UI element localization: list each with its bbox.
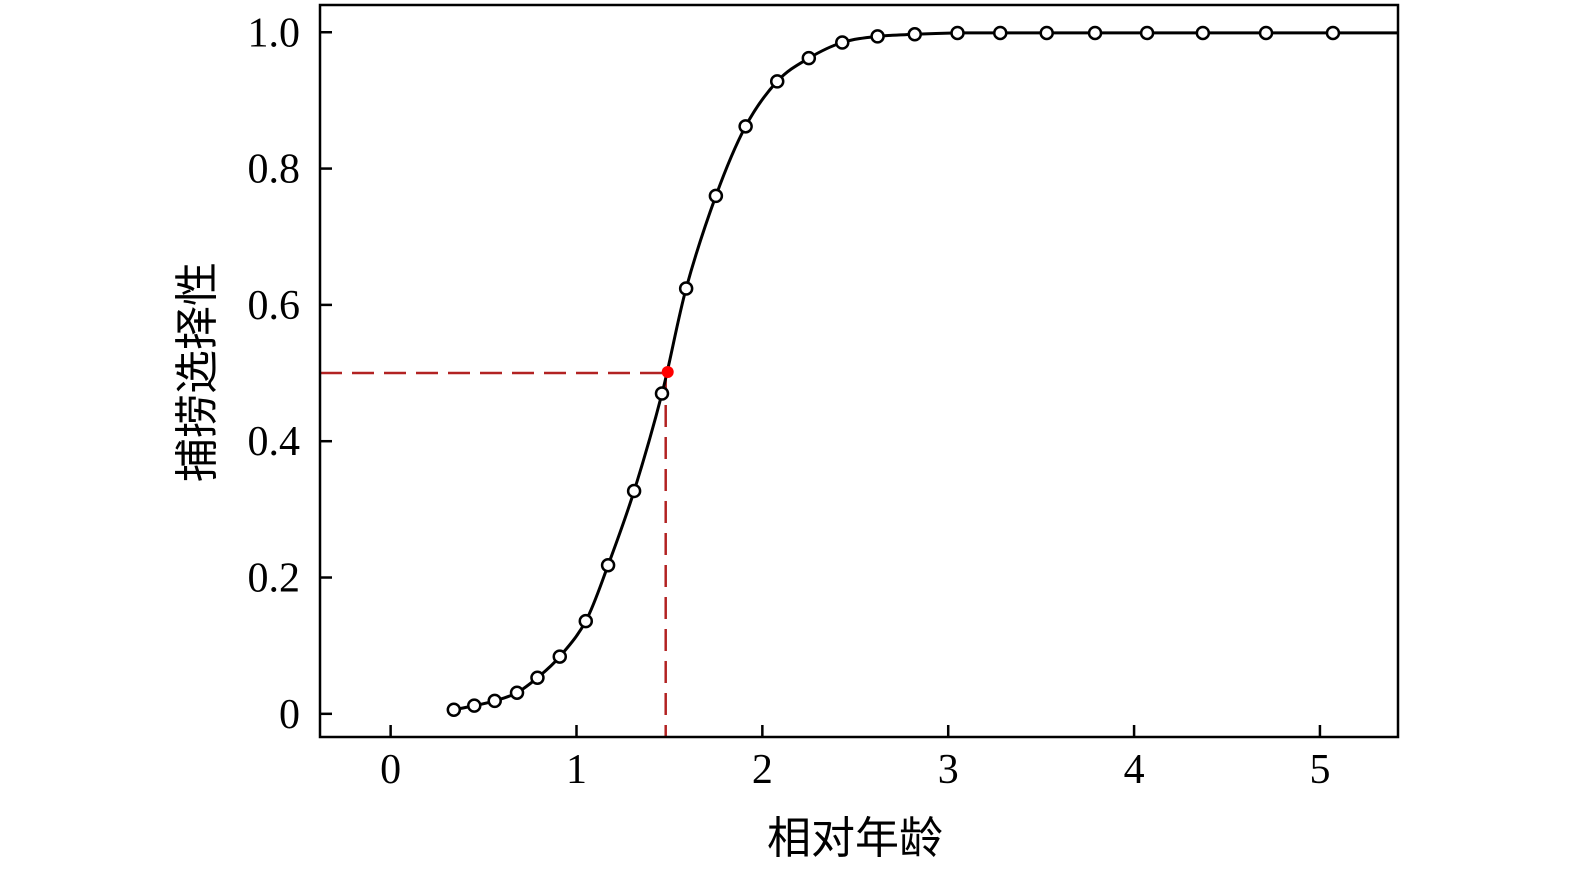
median-point bbox=[661, 366, 674, 379]
data-point bbox=[467, 698, 482, 713]
data-point bbox=[578, 613, 594, 629]
data-point bbox=[1087, 25, 1103, 41]
axes-layer bbox=[318, 3, 1400, 739]
annotation-layer bbox=[320, 371, 667, 737]
x-axis-title: 相对年龄 bbox=[767, 813, 943, 864]
labels-layer: 0 1 2 3 4 5 0 0.2 0.4 0.6 0.8 1.0 相对年龄 捕捞选择性 bbox=[172, 10, 1330, 864]
data-point bbox=[1195, 25, 1211, 41]
data-point bbox=[509, 685, 525, 700]
x-tick-label: 2 bbox=[752, 747, 773, 793]
data-point bbox=[626, 483, 642, 499]
data-point bbox=[1139, 25, 1155, 41]
x-tick-label: 1 bbox=[566, 747, 587, 793]
y-tick-label: 0.4 bbox=[248, 419, 301, 465]
y-axis-title: 捕捞选择性 bbox=[172, 262, 223, 482]
data-point bbox=[738, 119, 753, 134]
y-tick-label: 1.0 bbox=[248, 10, 301, 56]
data-point bbox=[1039, 25, 1054, 41]
data-point bbox=[870, 29, 885, 44]
data-point bbox=[835, 35, 850, 50]
selectivity-curve bbox=[453, 31, 1398, 712]
series-layer bbox=[446, 25, 1398, 717]
y-tick-label: 0.6 bbox=[248, 283, 301, 329]
data-point bbox=[769, 74, 785, 89]
x-tick-label: 0 bbox=[380, 747, 401, 793]
data-point bbox=[654, 386, 670, 401]
data-point bbox=[1258, 25, 1274, 41]
data-point bbox=[950, 25, 965, 41]
plot-frame bbox=[318, 3, 1400, 739]
data-point bbox=[907, 27, 923, 42]
data-point bbox=[678, 281, 694, 296]
data-point bbox=[1325, 25, 1341, 41]
y-tick-label: 0.2 bbox=[248, 556, 301, 602]
data-point bbox=[530, 670, 545, 685]
data-point bbox=[446, 702, 462, 717]
data-point bbox=[552, 649, 568, 664]
x-tick-label: 3 bbox=[938, 747, 959, 793]
data-point bbox=[801, 50, 817, 66]
x-tick-label: 5 bbox=[1309, 747, 1330, 793]
data-point bbox=[708, 188, 724, 204]
y-tick-label: 0 bbox=[279, 692, 300, 738]
data-point bbox=[487, 693, 502, 709]
data-point bbox=[600, 557, 616, 573]
x-tick-label: 4 bbox=[1124, 747, 1145, 793]
y-tick-label: 0.8 bbox=[248, 147, 301, 193]
data-point bbox=[993, 25, 1008, 41]
